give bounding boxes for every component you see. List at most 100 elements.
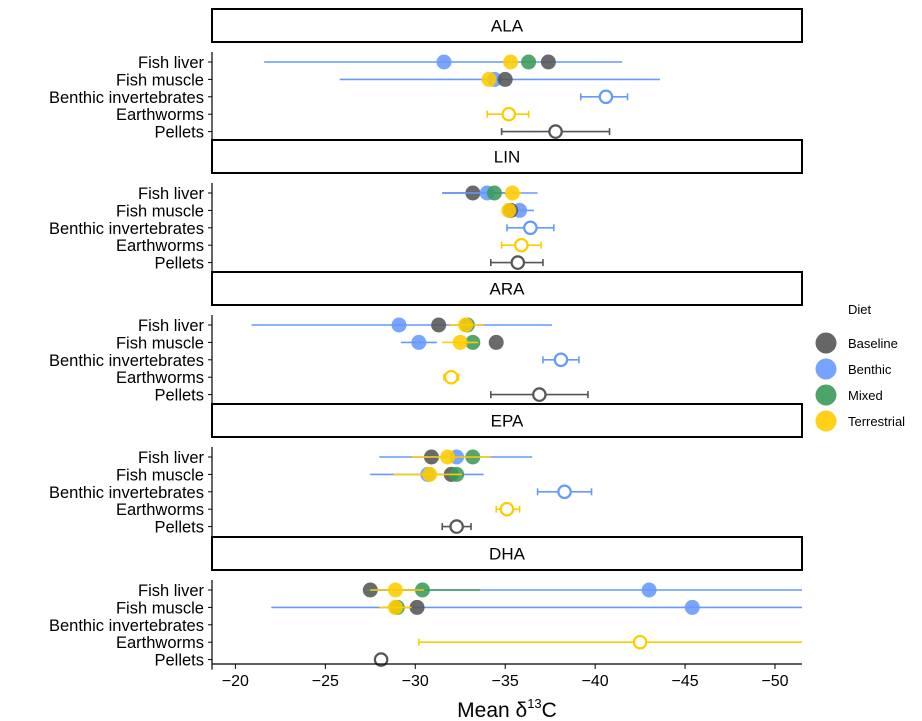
data-point (504, 185, 520, 201)
data-point (458, 317, 474, 333)
category-label: Benthic invertebrates (49, 352, 204, 370)
category-label: Pellets (154, 255, 204, 273)
data-point (553, 352, 569, 368)
panel-strip (211, 271, 803, 306)
legend-swatch (815, 358, 837, 380)
data-point (503, 54, 519, 70)
category-label: Fish liver (138, 185, 205, 203)
category-label: Fish muscle (116, 334, 204, 352)
category-label: Fish muscle (116, 466, 204, 484)
category-label: Fish muscle (116, 202, 204, 220)
data-point (641, 582, 657, 598)
data-point (488, 334, 504, 350)
data-point (431, 317, 447, 333)
category-label: Earthworms (116, 634, 204, 652)
data-point (497, 71, 513, 87)
category-label: Pellets (154, 387, 204, 405)
category-label: Pellets (154, 652, 204, 670)
data-point (387, 582, 403, 598)
x-tick-label: −45 (672, 673, 699, 690)
x-tick-label: −50 (761, 673, 788, 690)
data-point (411, 334, 427, 350)
data-point (387, 599, 403, 615)
category-label: Fish liver (138, 449, 205, 467)
category-label: Earthworms (116, 369, 204, 387)
x-axis: −20 −25 −30 −35 −40 −45 −50 (212, 663, 802, 690)
data-point (523, 220, 538, 236)
panel-strip (211, 139, 803, 174)
data-point (422, 466, 438, 482)
category-label: Earthworms (116, 237, 204, 255)
category-label: Fish muscle (116, 599, 204, 617)
data-point (548, 124, 563, 139)
data-point (481, 71, 497, 87)
legend-label: Mixed (848, 388, 883, 403)
data-point (532, 387, 547, 402)
data-point (436, 54, 452, 70)
data-point (632, 634, 648, 650)
data-point (409, 599, 425, 615)
category-label: Pellets (154, 519, 204, 537)
x-axis-title-sup: 13 (527, 696, 541, 711)
category-label: Fish muscle (116, 71, 204, 89)
x-tick-label: −35 (492, 673, 519, 690)
panel-title: DHA (489, 545, 526, 564)
data-point (373, 652, 389, 667)
category-label: Fish liver (138, 582, 205, 600)
panel-title: LIN (494, 148, 520, 167)
legend-swatch (815, 384, 837, 406)
panel-title: ALA (491, 17, 524, 36)
x-axis-title-tail: C (542, 699, 557, 721)
legend-title: Diet (848, 302, 872, 317)
data-point (443, 369, 459, 385)
category-label: Fish liver (138, 54, 205, 72)
data-point (684, 599, 700, 615)
panel-strip (211, 536, 803, 571)
category-label: Benthic invertebrates (49, 89, 204, 107)
category-label: Pellets (154, 124, 204, 142)
category-label: Earthworms (116, 501, 204, 519)
data-point (598, 89, 614, 105)
data-point (501, 202, 517, 218)
data-point (521, 54, 537, 70)
data-point (486, 185, 502, 201)
x-tick-label: −25 (312, 673, 339, 690)
legend-label: Baseline (848, 336, 898, 351)
data-point (540, 54, 556, 70)
panel-strip (211, 403, 803, 438)
legend-swatch (815, 410, 837, 432)
legend-swatch (815, 332, 837, 354)
legend: Diet Baseline Benthic Mixed Terrestrial (815, 302, 905, 432)
category-label: Earthworms (116, 106, 204, 124)
data-point (440, 449, 456, 465)
data-point (510, 255, 526, 270)
data-point (391, 317, 407, 333)
category-label: Fish liver (138, 317, 205, 335)
category-label: Benthic invertebrates (49, 617, 204, 635)
x-tick-label: −40 (582, 673, 609, 690)
legend-label: Benthic (848, 362, 892, 377)
category-label: Benthic invertebrates (49, 220, 204, 238)
x-axis-title: Mean δ13C (457, 696, 557, 721)
data-point (501, 106, 517, 122)
panel-title: EPA (491, 412, 524, 431)
x-axis-title-main: Mean δ (457, 699, 527, 721)
data-point (449, 519, 464, 534)
legend-label: Terrestrial (848, 414, 905, 429)
panel-strip (211, 8, 803, 43)
x-tick-label: −20 (222, 673, 249, 690)
data-point (499, 501, 515, 517)
data-point (452, 334, 468, 350)
category-label: Benthic invertebrates (49, 484, 204, 502)
panel-title: ARA (490, 280, 526, 299)
data-point (514, 237, 529, 253)
data-point (557, 484, 572, 500)
x-tick-label: −30 (402, 673, 429, 690)
